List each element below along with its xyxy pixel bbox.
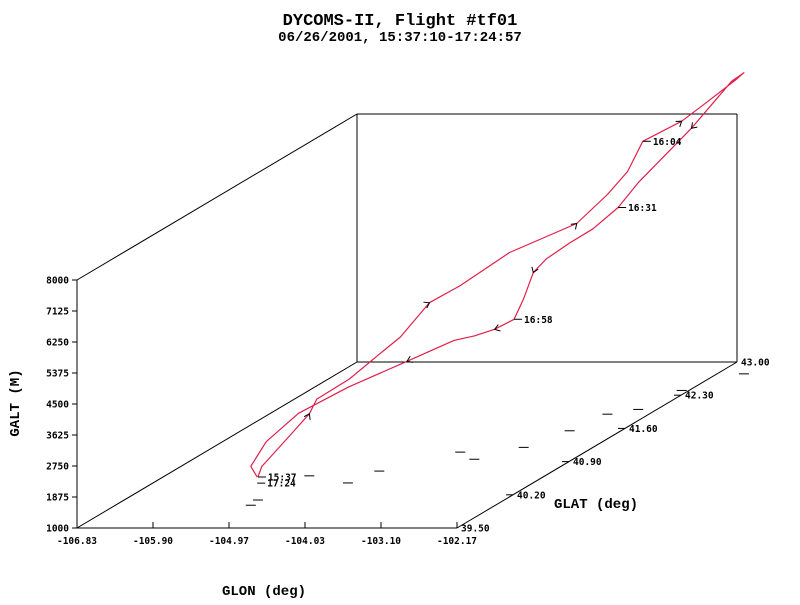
track-line	[250, 72, 745, 478]
y-tick-label: 43.00	[741, 358, 770, 369]
chart-title: DYCOMS-II, Flight #tf01	[283, 12, 518, 31]
axis-ticks: 1000 1875 2750 3625 4500 5375 6250 7125 8000 -106…	[46, 276, 770, 548]
z-tick-label: 7125	[46, 307, 69, 318]
y-axis-label: GLAT (deg)	[554, 497, 638, 513]
time-label: 17:24	[267, 479, 296, 490]
x-tick-label: -104.97	[209, 536, 249, 547]
chart-subtitle: 06/26/2001, 15:37:10-17:24:57	[278, 30, 522, 46]
direction-arrow	[406, 355, 414, 363]
flight-track	[250, 72, 745, 478]
time-labels: 15:37 16:04 16:31 16:58 17:24	[257, 137, 682, 490]
ground-track-shadow	[245, 373, 749, 506]
plot-box-frame	[76, 113, 738, 529]
y-tick-label: 41.60	[629, 424, 658, 435]
direction-arrow	[531, 266, 539, 274]
y-tick-label: 40.20	[517, 490, 546, 501]
x-tick-label: -102.17	[437, 536, 477, 547]
z-tick-label: 2750	[46, 462, 69, 473]
x-tick-label: -106.83	[57, 536, 97, 547]
z-tick-label: 8000	[46, 276, 69, 287]
z-tick-label: 4500	[46, 400, 69, 411]
x-tick-label: -104.03	[285, 536, 325, 547]
y-axis-line	[456, 361, 738, 529]
x-tick-label: -103.10	[361, 536, 401, 547]
direction-arrow	[570, 222, 578, 230]
direction-arrow	[303, 413, 311, 420]
time-label: 16:31	[628, 203, 657, 214]
z-tick-label: 1000	[46, 524, 69, 535]
direction-arrows	[303, 120, 698, 420]
direction-arrow	[675, 120, 683, 128]
y-tick-label: 42.30	[685, 391, 714, 402]
time-label: 16:04	[653, 137, 682, 148]
y-tick-label: 39.50	[461, 524, 490, 535]
z-tick-label: 1875	[46, 493, 69, 504]
direction-arrow	[690, 122, 698, 129]
direction-arrow	[493, 324, 501, 332]
floor-left-edge	[76, 361, 358, 529]
direction-arrow	[423, 301, 431, 309]
top-left-edge	[76, 113, 358, 281]
time-label: 15:37	[268, 472, 297, 483]
x-axis-label: GLON (deg)	[222, 584, 306, 600]
y-tick-label: 40.90	[573, 457, 602, 468]
z-axis-label: GALT (M)	[8, 369, 24, 436]
time-label: 16:58	[524, 315, 553, 326]
z-tick-label: 5375	[46, 369, 69, 380]
z-tick-label: 3625	[46, 431, 69, 442]
z-tick-label: 6250	[46, 338, 69, 349]
x-tick-label: -105.90	[133, 536, 173, 547]
